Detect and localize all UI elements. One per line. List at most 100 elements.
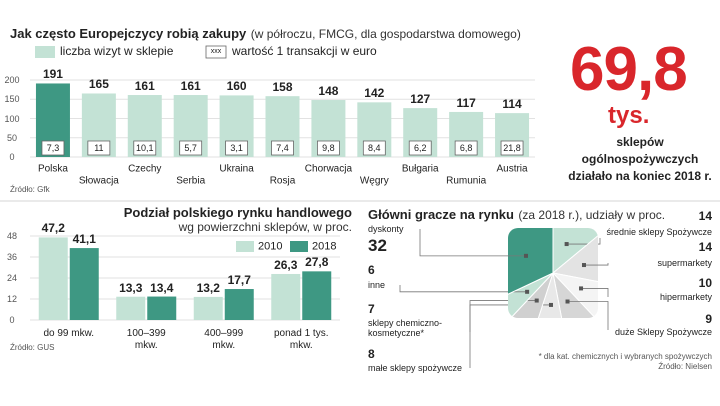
leader-line [581, 288, 609, 297]
x-tick-label: Czechy [128, 163, 162, 175]
pie-slice [552, 271, 598, 318]
slice-value: 10 [698, 276, 712, 291]
x-tick-label: ponad 1 tys. mkw. [274, 328, 329, 351]
x-tick-label: Austria [496, 163, 528, 175]
legend-label: wartość 1 transakcji w euro [232, 44, 377, 59]
y-tick-label: 200 [4, 74, 20, 85]
legend-label: 2018 [312, 240, 337, 253]
slice-label: duże Sklepy Spożywcze [614, 326, 712, 337]
leader-dot [534, 298, 539, 303]
value-label: 41,1 [72, 232, 96, 247]
x-tick-label: Chorwacja [304, 163, 353, 175]
y-tick-label: 150 [4, 94, 20, 105]
slice-label: inne [368, 279, 386, 290]
leader-dot [525, 289, 530, 294]
legend-marker [290, 241, 308, 252]
box-label: 10,1 [136, 142, 154, 153]
x-tick-label: do 99 mkw. [43, 328, 95, 339]
chart-subtitle: (za 2018 r.), udziały w proc. [518, 208, 666, 222]
chart-title: Jak często Europejczycy robią zakupy [10, 26, 247, 41]
box-label: 6,2 [413, 142, 427, 153]
y-tick-label: 12 [6, 293, 18, 304]
value-label: 161 [180, 79, 201, 94]
legend-label: liczba wizyt w sklepie [60, 44, 174, 59]
pie-slice [551, 228, 598, 289]
value-label: 161 [134, 79, 155, 94]
value-box [87, 140, 111, 156]
y-tick-label: 48 [6, 230, 18, 241]
source: Źródło: GUS [10, 343, 55, 352]
y-tick-label: 36 [6, 251, 18, 262]
value-label: 17,7 [227, 273, 251, 288]
value-label: 127 [410, 92, 431, 107]
slice-value: 9 [705, 312, 712, 327]
chart-title: Główni gracze na rynku [368, 207, 514, 222]
leader-dot [565, 299, 570, 304]
legend-label: 2010 [258, 240, 283, 253]
y-tick-label: 0 [9, 151, 15, 162]
callout-text: sklepów ogólnospożywczych działało na ko… [568, 135, 712, 183]
value-label: 148 [318, 84, 339, 99]
leader-line [419, 229, 526, 257]
y-tick-label: 24 [6, 272, 18, 283]
box-label: 5,7 [184, 142, 197, 153]
y-tick-label: 0 [9, 314, 15, 325]
pie-slice [552, 228, 598, 275]
value-box [271, 140, 294, 156]
value-label: 160 [226, 79, 247, 94]
box-label: 7,3 [46, 142, 60, 153]
y-tick-label: 50 [6, 132, 18, 143]
y-tick-label: 100 [4, 113, 20, 124]
slice-value: 8 [368, 347, 375, 362]
value-label: 142 [364, 86, 385, 101]
value-label: 47,2 [41, 221, 65, 236]
value-box [317, 140, 340, 156]
value-label: 191 [42, 67, 63, 82]
legend-marker [236, 241, 254, 252]
box-label: 7,4 [276, 142, 289, 153]
x-tick-label: Bułgaria [401, 163, 439, 175]
leader-line [567, 301, 609, 330]
x-tick-label: Rumunia [446, 175, 487, 187]
leader-dot [523, 253, 528, 258]
value-box [225, 140, 248, 156]
x-tick-label: Węgry [359, 175, 389, 187]
box-label: 6,8 [459, 142, 473, 153]
bar [224, 289, 254, 320]
source: Źródło: Gfk [10, 185, 50, 194]
leader-line [566, 238, 601, 245]
slice-value: 7 [368, 302, 375, 317]
pie-slice [527, 272, 569, 318]
source: Źródło: Nielsen [658, 362, 712, 371]
bar [69, 248, 99, 320]
value-label: 158 [272, 80, 293, 95]
chart-title: Podział polskiego rynku handlowego [123, 205, 352, 220]
callout-number: 69,8 [570, 35, 688, 104]
bar [271, 273, 301, 320]
x-tick-label: Słowacja [78, 175, 119, 187]
value-box [362, 140, 386, 156]
value-label: 165 [88, 77, 109, 92]
value-label: 13,3 [119, 280, 143, 295]
value-box [41, 140, 65, 156]
value-label: 114 [502, 97, 522, 112]
box-label: 9,8 [322, 142, 335, 153]
value-box [133, 140, 157, 156]
legend-marker [35, 46, 55, 58]
value-box [454, 140, 478, 156]
box-label: 3,1 [230, 142, 243, 153]
chart-heading: Główni gracze na rynku (za 2018 r.), udz… [368, 206, 665, 224]
x-tick-label: Serbia [176, 175, 206, 187]
x-tick-label: Ukraina [219, 163, 254, 175]
box-label: 21,8 [503, 142, 521, 153]
bar [116, 296, 146, 320]
legend-box-text: xxx [210, 47, 222, 55]
slice-label: sklepy chemiczno-kosmetyczne* [368, 318, 443, 339]
pie-slice [508, 272, 554, 318]
value-box [408, 140, 432, 156]
chart-heading: Jak często Europejczycy robią zakupy (w … [10, 25, 521, 43]
slice-label: dyskonty [368, 223, 404, 234]
slice-value: 14 [698, 240, 712, 255]
